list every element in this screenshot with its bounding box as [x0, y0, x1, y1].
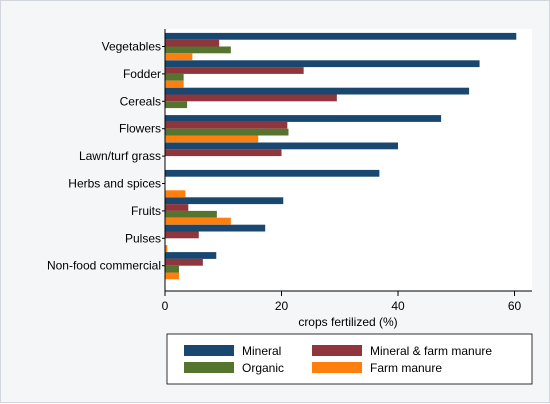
bar-pulses-mineral: [165, 224, 266, 232]
x-tick-label-40: 40: [391, 299, 405, 313]
bar-flowers-organic: [165, 128, 289, 136]
legend: Mineral Mineral & farm manure Organic Farm …: [166, 333, 533, 385]
x-ticks: 0 20 40 60: [162, 291, 522, 313]
bar-fruits-farm-manure: [165, 217, 231, 225]
legend-label-mineral-farm-manure: Mineral & farm manure: [370, 344, 492, 358]
bar-vegetables-mineral-farm-manure: [165, 39, 220, 47]
category-label-fodder: Fodder: [123, 67, 161, 81]
bar-non-food-commercial-organic: [165, 265, 179, 273]
category-labels: Vegetables Fodder Cereals Flowers Lawn/turf …: [47, 29, 166, 291]
legend-label-mineral: Mineral: [242, 344, 281, 358]
bar-fodder-mineral-farm-manure: [165, 67, 304, 74]
bars-layer: [165, 32, 517, 280]
legend-box: [166, 333, 533, 385]
category-label-non-food-commercial: Non-food commercial: [47, 259, 161, 273]
bar-fruits-mineral: [165, 197, 284, 205]
bar-flowers-farm-manure: [165, 135, 259, 143]
bar-cereals-organic: [165, 101, 188, 109]
legend-items: Mineral Mineral & farm manure Organic Farm …: [184, 344, 492, 375]
category-label-cereals: Cereals: [120, 94, 161, 108]
bar-fruits-organic: [165, 210, 217, 218]
category-label-herbs-and-spices: Herbs and spices: [68, 177, 161, 191]
category-label-flowers: Flowers: [119, 122, 161, 136]
bar-non-food-commercial-farm-manure: [165, 272, 179, 280]
bar-cereals-mineral: [165, 87, 470, 95]
x-tick-label-20: 20: [275, 299, 289, 313]
bar-vegetables-mineral: [165, 32, 517, 40]
bar-pulses-farm-manure: [165, 245, 168, 252]
bar-fodder-organic: [165, 73, 184, 81]
bar-flowers-mineral-farm-manure: [165, 121, 288, 129]
bar-fodder-mineral: [165, 60, 480, 68]
bar-lawn-turf-grass-mineral: [165, 142, 399, 150]
bar-non-food-commercial-mineral: [165, 252, 217, 259]
bar-vegetables-organic: [165, 46, 231, 54]
bar-cereals-mineral-farm-manure: [165, 94, 337, 102]
bar-herbs-and-spices-mineral: [165, 169, 380, 177]
category-label-lawn-turf-grass: Lawn/turf grass: [79, 149, 161, 163]
category-label-pulses: Pulses: [125, 231, 161, 245]
legend-swatch-farm-manure: [312, 362, 362, 373]
x-tick-label-0: 0: [162, 299, 169, 313]
category-label-vegetables: Vegetables: [102, 40, 161, 54]
x-axis-title: crops fertilized (%): [298, 315, 397, 329]
bar-flowers-mineral: [165, 115, 442, 122]
bar-pulses-mineral-farm-manure: [165, 231, 199, 239]
bar-fruits-mineral-farm-manure: [165, 204, 189, 211]
bar-lawn-turf-grass-mineral-farm-manure: [165, 149, 282, 157]
legend-label-organic: Organic: [242, 361, 284, 375]
legend-swatch-mineral: [184, 345, 234, 356]
category-label-fruits: Fruits: [131, 204, 161, 218]
x-tick-label-60: 60: [508, 299, 522, 313]
bar-herbs-and-spices-farm-manure: [165, 190, 186, 198]
bar-vegetables-farm-manure: [165, 53, 193, 61]
legend-swatch-mineral-farm-manure: [312, 345, 362, 356]
bar-fodder-farm-manure: [165, 80, 184, 88]
bar-non-food-commercial-mineral-farm-manure: [165, 258, 203, 266]
legend-label-farm-manure: Farm manure: [370, 361, 442, 375]
legend-swatch-organic: [184, 362, 234, 373]
